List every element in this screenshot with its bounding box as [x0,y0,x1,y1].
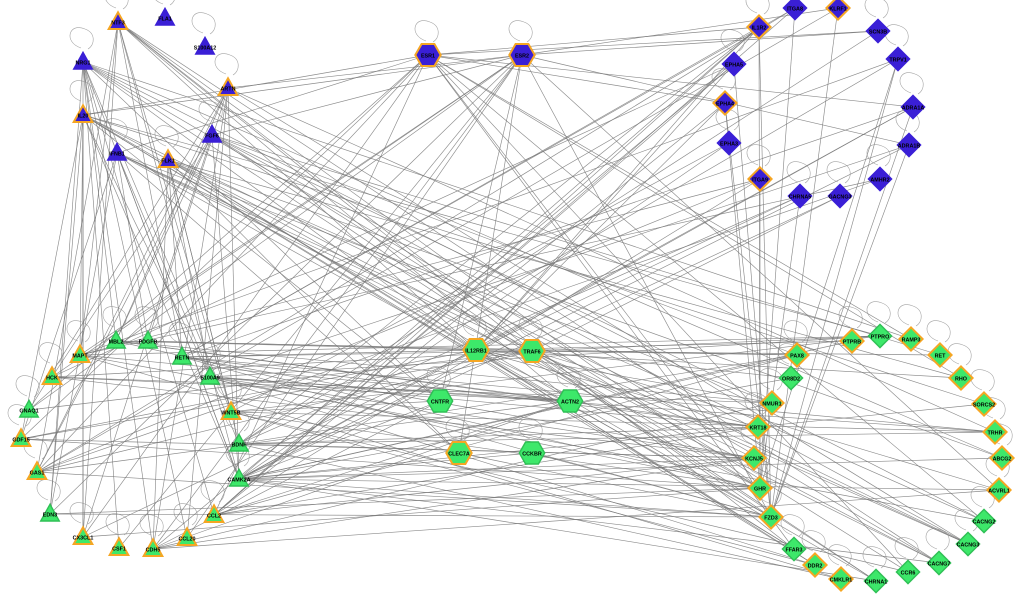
svg-text:EPHA5: EPHA5 [725,62,743,68]
svg-text:RAMP3: RAMP3 [902,337,921,343]
svg-text:ADRA1B: ADRA1B [898,143,921,149]
svg-text:CACNG3: CACNG3 [957,542,980,548]
svg-text:TRHR: TRHR [988,430,1003,436]
svg-text:ESR2: ESR2 [515,53,529,59]
svg-text:CACNG7: CACNG7 [928,561,951,567]
svg-text:PAX8: PAX8 [790,353,804,359]
svg-text:CCL20: CCL20 [178,536,195,542]
svg-text:IL1R2: IL1R2 [752,25,767,31]
svg-text:NTF3: NTF3 [111,20,124,26]
svg-text:CAMK2A: CAMK2A [227,477,250,483]
svg-text:CHRNA1: CHRNA1 [865,579,887,585]
svg-text:TRPV1: TRPV1 [889,57,906,63]
svg-text:PTPRB: PTPRB [843,339,861,345]
svg-text:FLA1: FLA1 [158,16,171,22]
svg-text:CX3CL1: CX3CL1 [73,535,94,541]
svg-text:OR8D2: OR8D2 [782,376,800,382]
svg-text:CHRNA5: CHRNA5 [789,194,811,200]
svg-text:GACNG3: GACNG3 [828,194,851,200]
svg-text:GNAQ1: GNAQ1 [19,408,38,414]
svg-text:BDNF: BDNF [232,442,248,448]
svg-text:NMUR1: NMUR1 [762,401,781,407]
svg-text:MAPT: MAPT [72,353,88,359]
svg-text:ITGA8: ITGA8 [787,6,803,12]
svg-text:IFNB1: IFNB1 [109,151,125,157]
svg-text:ARTN: ARTN [221,86,236,92]
svg-text:CACNG2: CACNG2 [973,519,996,525]
svg-text:EPHA4: EPHA4 [716,101,734,107]
svg-text:KCNJ5: KCNJ5 [745,456,763,462]
svg-text:CCL2: CCL2 [207,513,221,519]
svg-text:FGF6: FGF6 [205,133,219,139]
svg-text:CMKLR1: CMKLR1 [830,577,852,583]
svg-text:HCK: HCK [46,375,58,381]
svg-text:SORCS2: SORCS2 [973,402,995,408]
svg-text:S100A9: S100A9 [200,375,219,381]
svg-text:FZD3: FZD3 [764,515,777,521]
svg-text:CCKBR: CCKBR [522,451,542,457]
svg-text:FFAR3: FFAR3 [785,547,802,553]
svg-text:ABCG2: ABCG2 [993,456,1012,462]
svg-text:ESR1: ESR1 [421,53,435,59]
svg-text:PTPRO: PTPRO [871,334,890,340]
svg-text:EDN3: EDN3 [43,512,57,518]
svg-text:DDR2: DDR2 [808,563,823,569]
svg-text:ACVRL1: ACVRL1 [988,488,1010,494]
svg-text:CLEC7A: CLEC7A [448,451,470,457]
svg-text:IL20: IL20 [78,113,89,119]
svg-text:TRAF6: TRAF6 [523,349,540,355]
svg-text:ADRA1A: ADRA1A [902,105,925,111]
svg-text:CSF1: CSF1 [112,546,126,552]
svg-text:GAS1: GAS1 [30,470,45,476]
svg-text:RETN: RETN [175,355,190,361]
svg-text:CDH5: CDH5 [146,547,161,553]
svg-text:ITGA9: ITGA9 [752,177,768,183]
svg-text:CCR6: CCR6 [901,570,916,576]
svg-text:EPHA3: EPHA3 [720,141,738,147]
svg-text:NRG1: NRG1 [76,60,91,66]
svg-text:KRT18: KRT18 [749,425,766,431]
svg-text:GHR: GHR [754,486,766,492]
svg-text:RHO: RHO [955,376,967,382]
svg-text:PDGFB: PDGFB [139,339,158,345]
svg-text:FLK1: FLK1 [161,158,174,164]
svg-text:SCN3B: SCN3B [869,29,887,35]
svg-text:CNTFR: CNTFR [431,399,449,405]
svg-text:AMHR2: AMHR2 [870,177,889,183]
svg-text:KLRF1: KLRF1 [829,6,846,12]
svg-text:IL12RB1: IL12RB1 [465,348,487,354]
svg-text:S100A12: S100A12 [194,45,216,51]
svg-text:MBL2: MBL2 [109,339,124,345]
svg-text:WNT5B: WNT5B [221,410,240,416]
svg-text:ACTN2: ACTN2 [561,399,579,405]
svg-text:RET: RET [935,353,946,359]
svg-text:GDF15: GDF15 [12,437,29,443]
